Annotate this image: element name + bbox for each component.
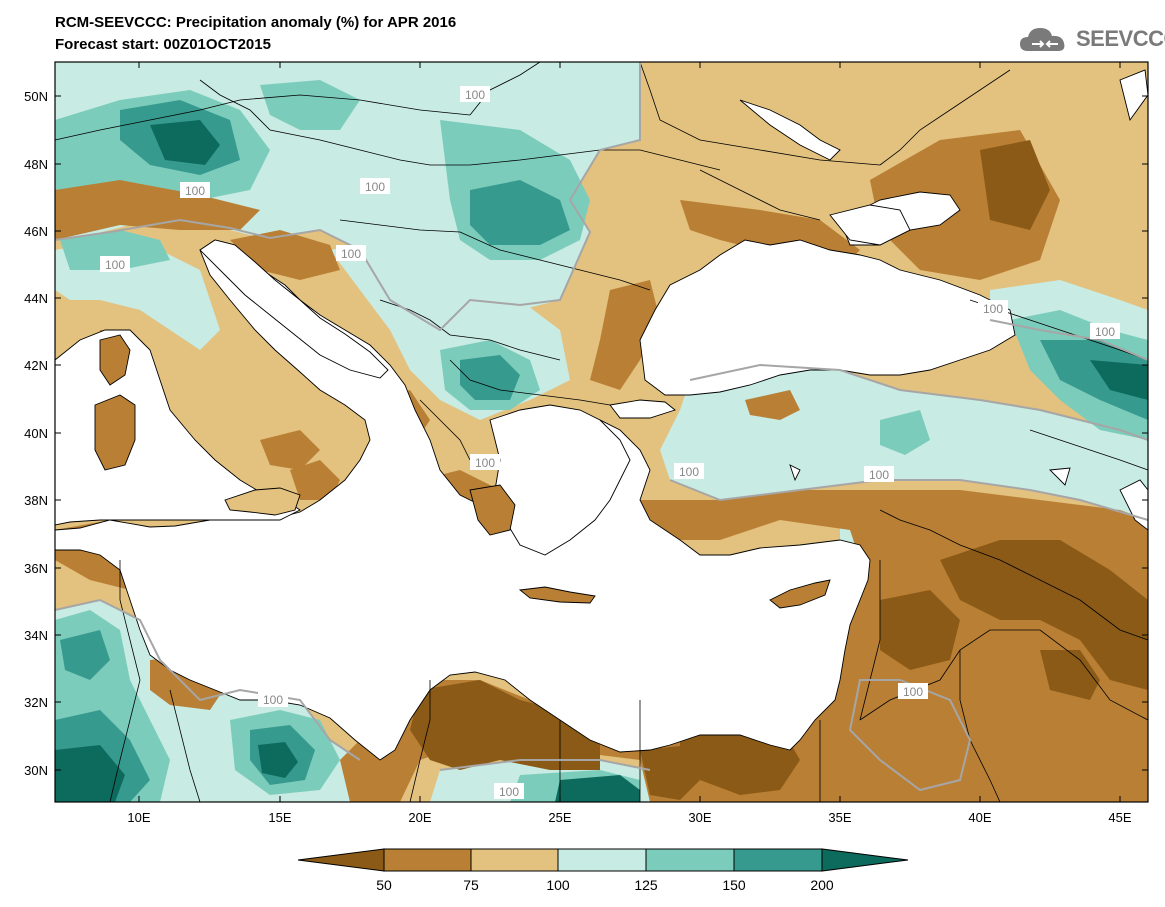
svg-text:100: 100 <box>903 685 923 699</box>
lat-label: 32N <box>24 695 48 710</box>
svg-text:100: 100 <box>263 693 283 707</box>
colorbar <box>297 848 909 872</box>
svg-text:100: 100 <box>475 456 495 470</box>
seevccc-logo: SEEVCCC <box>1018 22 1165 56</box>
contour-label: 100 <box>494 783 524 799</box>
contour-label: 100 <box>258 691 288 707</box>
contour-label: 100 <box>1090 323 1120 339</box>
lat-label: 36N <box>24 561 48 576</box>
longitude-axis: 10E 15E 20E 25E 30E 35E 40E 45E <box>127 62 1132 825</box>
colorbar-label: 125 <box>634 877 658 893</box>
contour-label: 100 <box>978 300 1008 316</box>
black-sea <box>639 239 1016 396</box>
map-frame <box>54 61 1149 803</box>
lat-label: 34N <box>24 628 48 643</box>
logo-text: SEEVCCC <box>1076 26 1165 51</box>
lon-label: 20E <box>408 810 431 825</box>
contour-label: 100 <box>336 245 366 261</box>
islands <box>94 204 911 609</box>
lon-label: 35E <box>828 810 851 825</box>
lat-label: 40N <box>24 426 48 441</box>
svg-text:100: 100 <box>983 302 1003 316</box>
contour-labels: 100 100 100 100 100 100 100 100 100 100 … <box>100 86 1120 799</box>
mediterranean-sea <box>54 239 871 761</box>
contour-label: 100 <box>674 463 704 479</box>
cloud-logo-icon <box>1020 28 1065 51</box>
contour-label: 100 <box>898 683 928 699</box>
lon-label: 30E <box>688 810 711 825</box>
lat-label: 44N <box>24 291 48 306</box>
svg-text:100: 100 <box>869 468 889 482</box>
colorbar-label: 50 <box>376 877 392 893</box>
svg-text:100: 100 <box>185 184 205 198</box>
lon-label: 10E <box>127 810 150 825</box>
lat-label: 30N <box>24 763 48 778</box>
colorbar-labels: 50 75 100 125 150 200 <box>376 877 834 893</box>
svg-text:100: 100 <box>465 88 485 102</box>
colorbar-segment <box>821 848 909 872</box>
lat-label: 42N <box>24 358 48 373</box>
svg-text:100: 100 <box>341 247 361 261</box>
svg-text:100: 100 <box>105 258 125 272</box>
colorbar-label: 100 <box>546 877 570 893</box>
colorbar-label: 75 <box>463 877 479 893</box>
colorbar-segment <box>645 848 735 872</box>
lat-label: 48N <box>24 157 48 172</box>
contour-label: 100 <box>360 178 390 194</box>
lon-label: 25E <box>548 810 571 825</box>
colorbar-segment <box>470 848 559 872</box>
lon-label: 40E <box>968 810 991 825</box>
lat-label: 46N <box>24 224 48 239</box>
forecast-start-subtitle: Forecast start: 00Z01OCT2015 <box>55 36 271 53</box>
lat-label: 50N <box>24 89 48 104</box>
contour-label: 100 <box>864 466 894 482</box>
colorbar-segment <box>733 848 823 872</box>
anomaly-over-200-areas <box>55 120 1148 802</box>
lat-label: 38N <box>24 493 48 508</box>
svg-text:100: 100 <box>679 465 699 479</box>
contour-label: 100 <box>460 86 490 102</box>
colorbar-label: 200 <box>810 877 834 893</box>
lon-label: 45E <box>1108 810 1131 825</box>
contour-label: 100 <box>180 182 210 198</box>
colorbar-segment <box>557 848 647 872</box>
colorbar-label: 150 <box>722 877 746 893</box>
svg-text:100: 100 <box>1095 325 1115 339</box>
colorbar-segment <box>297 848 385 872</box>
colorbar-segment <box>383 848 472 872</box>
map-title: RCM-SEEVCCC: Precipitation anomaly (%) f… <box>55 14 457 31</box>
latitude-axis: 50N 48N 46N 44N 42N 40N 38N 36N 34N 32N … <box>24 89 1148 778</box>
contour-label: 100 <box>100 256 130 272</box>
svg-text:100: 100 <box>499 785 519 799</box>
lon-label: 15E <box>268 810 291 825</box>
contour-lines-100 <box>54 62 1149 792</box>
svg-text:100: 100 <box>365 180 385 194</box>
contour-label: 100 <box>470 454 500 470</box>
